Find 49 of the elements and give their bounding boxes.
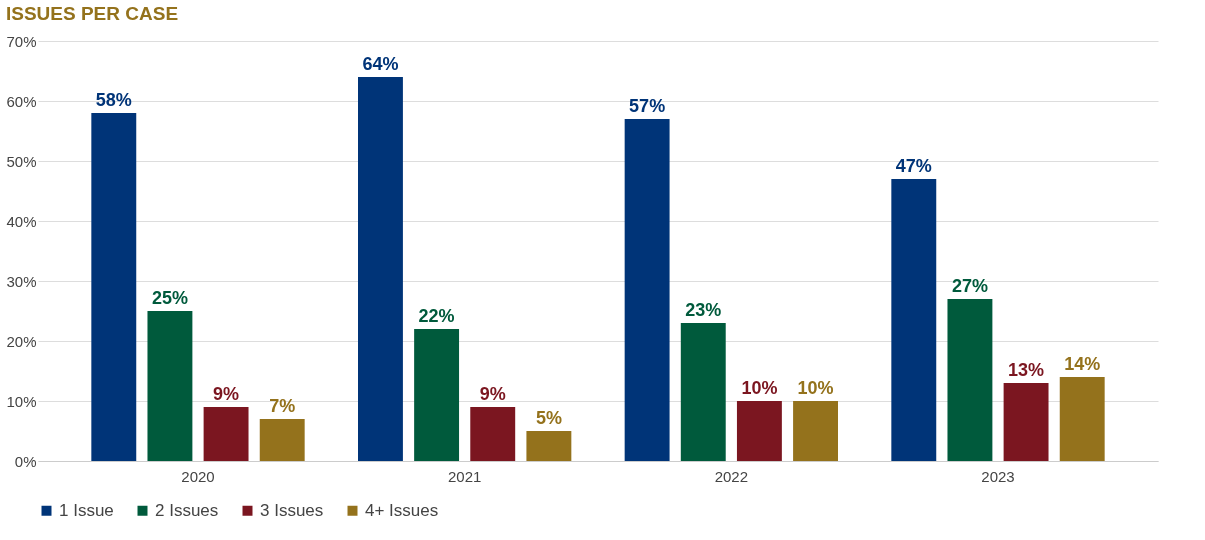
data-label: 5% — [535, 408, 562, 428]
data-label: 9% — [213, 384, 240, 404]
x-tick-label: 2021 — [447, 467, 482, 485]
bar — [680, 323, 726, 461]
chart-title: ISSUES PER CASE — [5, 3, 179, 24]
y-tick-label: 50% — [6, 152, 37, 170]
data-label: 47% — [895, 156, 932, 176]
y-tick-label: 10% — [6, 392, 37, 410]
bar — [470, 407, 516, 461]
legend-label: 1 Issue — [59, 500, 114, 520]
y-tick-label: 30% — [6, 272, 37, 290]
data-label: 10% — [741, 378, 778, 398]
bar — [91, 113, 137, 461]
y-tick-label: 60% — [6, 92, 37, 110]
data-label: 64% — [362, 54, 399, 74]
bar — [891, 179, 937, 461]
bar — [624, 119, 670, 461]
data-label: 7% — [269, 396, 296, 416]
data-label: 14% — [1064, 354, 1101, 374]
bar — [358, 77, 403, 461]
bar — [793, 401, 838, 461]
data-label: 23% — [685, 300, 722, 320]
bar — [1059, 377, 1105, 461]
data-label: 13% — [1008, 360, 1045, 380]
bar — [414, 329, 460, 461]
bar — [147, 311, 193, 461]
legend-label: 3 Issues — [260, 500, 324, 520]
x-tick-label: 2023 — [981, 467, 1015, 485]
bar — [203, 407, 249, 461]
x-tick-label: 2020 — [181, 467, 215, 485]
bar — [947, 299, 993, 461]
x-tick-label: 2022 — [714, 467, 749, 485]
data-label: 9% — [479, 384, 506, 404]
data-label: 57% — [629, 96, 666, 116]
bar — [526, 431, 572, 461]
y-tick-label: 40% — [6, 212, 37, 230]
data-label: 25% — [151, 288, 188, 308]
bar — [259, 419, 305, 461]
data-label: 27% — [951, 276, 988, 296]
y-tick-label: 70% — [6, 32, 37, 50]
y-tick-label: 0% — [14, 452, 37, 470]
data-label: 22% — [418, 306, 455, 326]
legend-label: 4+ Issues — [365, 500, 439, 520]
data-label: 58% — [95, 90, 132, 110]
y-tick-label: 20% — [6, 332, 37, 350]
bar — [1003, 383, 1049, 461]
bar — [736, 401, 782, 461]
data-label: 10% — [797, 378, 834, 398]
legend-label: 2 Issues — [155, 500, 219, 520]
